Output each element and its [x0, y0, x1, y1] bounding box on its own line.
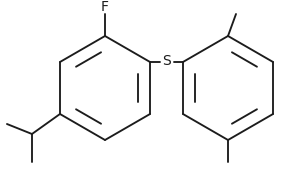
Text: F: F [101, 0, 109, 14]
Text: S: S [162, 54, 171, 68]
